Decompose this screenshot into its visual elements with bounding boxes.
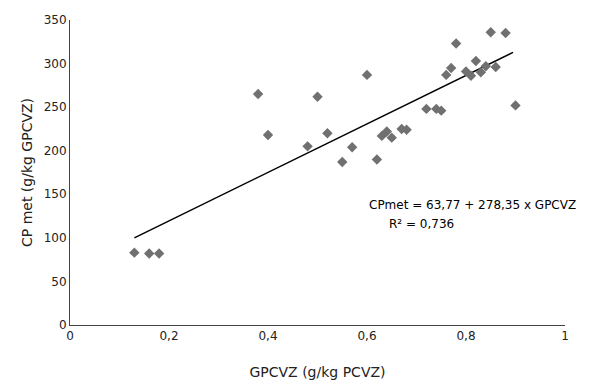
svg-text:CPmet = 63,77 + 278,35 x GPCVZ: CPmet = 63,77 + 278,35 x GPCVZ xyxy=(369,198,576,212)
svg-text:R² = 0,736: R² = 0,736 xyxy=(389,217,454,231)
svg-text:0,6: 0,6 xyxy=(357,329,376,343)
svg-text:200: 200 xyxy=(44,144,67,158)
svg-text:0: 0 xyxy=(66,329,74,343)
svg-text:GPCVZ (g/kg PCVZ): GPCVZ (g/kg PCVZ) xyxy=(249,364,385,380)
svg-text:250: 250 xyxy=(44,100,67,114)
svg-text:1: 1 xyxy=(561,329,569,343)
svg-text:350: 350 xyxy=(44,13,67,27)
svg-text:150: 150 xyxy=(44,187,67,201)
svg-text:100: 100 xyxy=(44,231,67,245)
svg-text:0: 0 xyxy=(59,318,67,332)
svg-text:50: 50 xyxy=(51,275,66,289)
svg-text:0,4: 0,4 xyxy=(258,329,277,343)
svg-text:300: 300 xyxy=(44,57,67,71)
svg-text:0,8: 0,8 xyxy=(456,329,475,343)
svg-text:CP met (g/kg GPCVZ): CP met (g/kg GPCVZ) xyxy=(19,98,35,247)
svg-text:0,2: 0,2 xyxy=(159,329,178,343)
